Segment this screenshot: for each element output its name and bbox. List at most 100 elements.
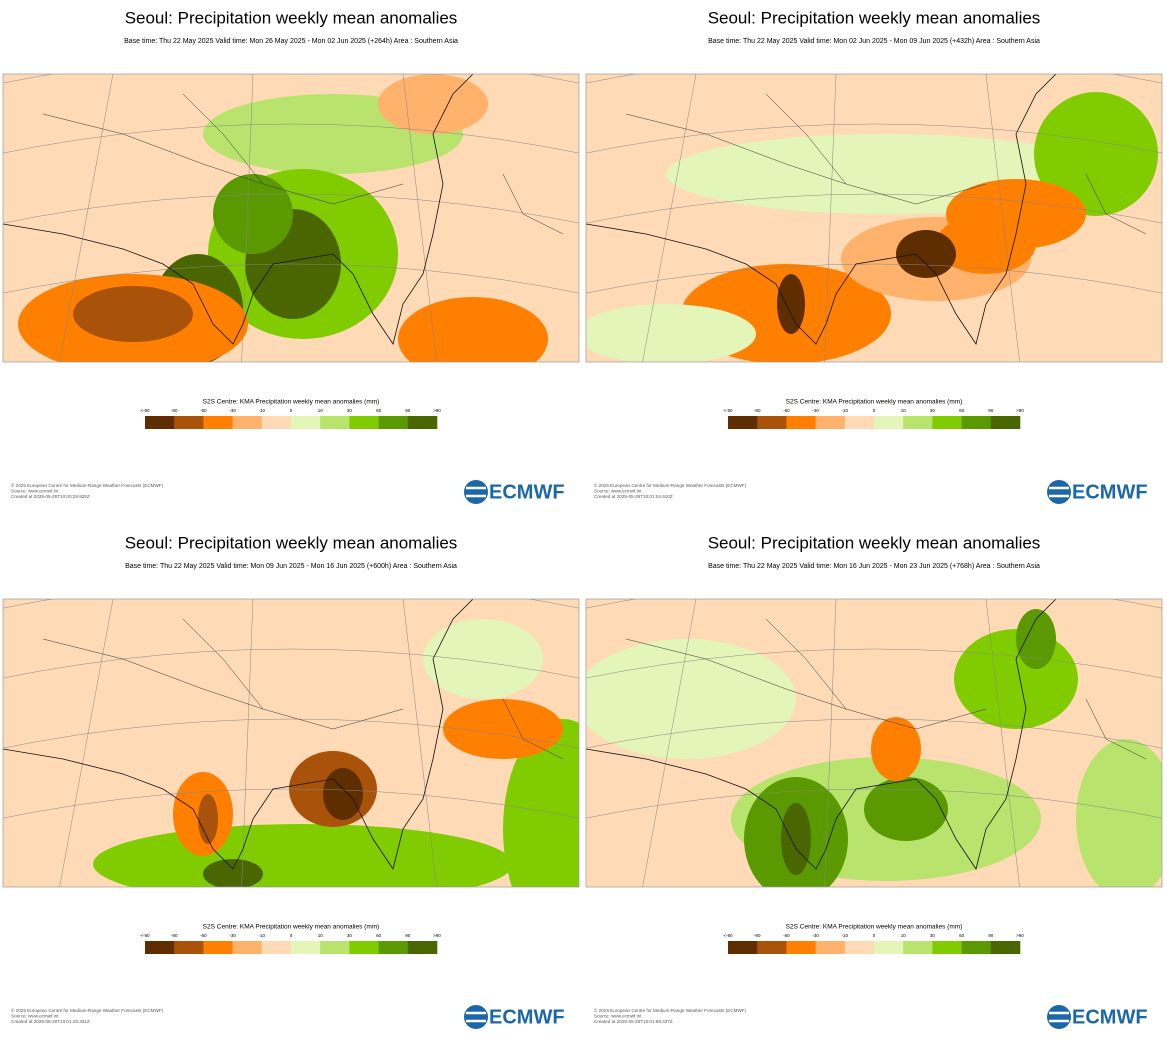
anomaly-area bbox=[323, 768, 363, 820]
graticule bbox=[642, 74, 697, 362]
colorbar-label: 90 bbox=[405, 408, 411, 413]
colorbar-swatch bbox=[757, 941, 787, 954]
map-frame bbox=[2, 598, 580, 888]
colorbar-swatch bbox=[407, 941, 438, 954]
graticule bbox=[586, 263, 1162, 294]
colorbar-label: 60 bbox=[959, 408, 965, 413]
panel-canvas: Seoul: Precipitation weekly mean anomali… bbox=[2, 8, 580, 504]
map-frame bbox=[2, 73, 580, 363]
colorbar-label: -30 bbox=[812, 408, 819, 413]
colorbar-swatch bbox=[757, 416, 787, 429]
footer-line: Created at 2025-05-28T10:01:04.910Z bbox=[594, 494, 673, 499]
graticule bbox=[642, 599, 697, 887]
footer-line: Source: www.ecmwf.int bbox=[594, 1014, 642, 1019]
colorbar-swatch bbox=[174, 941, 204, 954]
subtitle: Base time: Thu 22 May 2025 Valid time: M… bbox=[708, 563, 1040, 570]
colorbar-label: 60 bbox=[959, 933, 965, 938]
colorbar-swatch bbox=[990, 941, 1021, 954]
colorbar-label: >90 bbox=[433, 933, 441, 938]
colorbar-swatch bbox=[961, 941, 992, 954]
coastline bbox=[586, 599, 1057, 870]
logo-icon bbox=[464, 1005, 488, 1029]
colorbar-swatch bbox=[378, 941, 409, 954]
colorbar-label: -30 bbox=[229, 408, 236, 413]
colorbar-swatch bbox=[903, 941, 933, 954]
colorbar-label: 30 bbox=[930, 933, 936, 938]
colorbar-swatch bbox=[203, 941, 233, 954]
footer-line: Created at 2025-05-28T10:01:59.437Z bbox=[594, 1019, 673, 1024]
colorbar-swatch bbox=[903, 416, 933, 429]
logo-icon bbox=[1047, 480, 1071, 504]
title: Seoul: Precipitation weekly mean anomali… bbox=[708, 533, 1041, 552]
colorbar-label: -90 bbox=[171, 408, 178, 413]
colorbar-swatch bbox=[844, 941, 875, 954]
anomaly-area bbox=[398, 297, 548, 362]
colorbar-swatch bbox=[932, 941, 962, 954]
colorbar-label: -90 bbox=[754, 408, 761, 413]
anomaly-area bbox=[423, 619, 543, 699]
colorbar-label: 90 bbox=[988, 933, 994, 938]
graticule bbox=[824, 74, 837, 362]
graticule bbox=[586, 599, 1162, 609]
logo-icon-stripe bbox=[1049, 486, 1069, 498]
map bbox=[586, 74, 1162, 362]
title: Seoul: Precipitation weekly mean anomali… bbox=[125, 8, 458, 27]
colorbar-label: -10 bbox=[842, 933, 849, 938]
graticule bbox=[59, 599, 114, 887]
colorbar-swatch bbox=[261, 416, 292, 429]
colorbar-swatch bbox=[261, 941, 292, 954]
colorbar-label: 0 bbox=[290, 933, 293, 938]
colorbar-label: >90 bbox=[433, 408, 441, 413]
colorbar-label: 30 bbox=[930, 408, 936, 413]
anomaly-area bbox=[1034, 92, 1158, 216]
logo-icon-stripe bbox=[1049, 1011, 1069, 1023]
colorbar-swatch bbox=[145, 416, 175, 429]
colorbar-label: -60 bbox=[783, 933, 790, 938]
graticule bbox=[985, 74, 1020, 362]
graticule bbox=[3, 123, 579, 154]
graticule bbox=[3, 648, 579, 679]
colorbar-swatch bbox=[990, 416, 1021, 429]
colorbar-swatch bbox=[874, 941, 904, 954]
logo-icon bbox=[1047, 1005, 1071, 1029]
graticule bbox=[241, 599, 254, 887]
colorbar-swatch bbox=[349, 416, 379, 429]
logo-icon bbox=[464, 480, 488, 504]
borders bbox=[42, 93, 564, 235]
colorbar-title: S2S Centre: KMA Precipitation weekly mea… bbox=[203, 924, 380, 931]
colorbar-label: -60 bbox=[200, 408, 207, 413]
footer-line: © 2025 European Centre for Medium-Range … bbox=[11, 482, 164, 488]
map bbox=[3, 74, 579, 362]
colorbar-swatch bbox=[786, 416, 816, 429]
graticule bbox=[59, 74, 114, 362]
graticule bbox=[586, 74, 1162, 84]
colorbar-swatch bbox=[874, 416, 904, 429]
footer-line: © 2025 European Centre for Medium-Range … bbox=[11, 1007, 164, 1013]
anomaly-area bbox=[896, 230, 956, 278]
footer-line: Source: www.ecmwf.int bbox=[11, 489, 59, 494]
subtitle: Base time: Thu 22 May 2025 Valid time: M… bbox=[708, 38, 1040, 45]
logo: ECMWF bbox=[489, 481, 565, 503]
colorbar-swatch bbox=[349, 941, 379, 954]
title: Seoul: Precipitation weekly mean anomali… bbox=[708, 8, 1041, 27]
logo-icon-stripe bbox=[466, 486, 486, 498]
borders bbox=[42, 618, 564, 760]
colorbar-label: 30 bbox=[347, 408, 353, 413]
colorbar-swatch bbox=[320, 941, 350, 954]
coastline bbox=[3, 74, 474, 345]
colorbar-swatch bbox=[232, 941, 263, 954]
colorbar-swatch bbox=[291, 416, 321, 429]
colorbar-label: 0 bbox=[290, 408, 293, 413]
colorbar-swatch bbox=[815, 416, 846, 429]
colorbar-label: 10 bbox=[901, 933, 907, 938]
colorbar-swatch bbox=[786, 941, 816, 954]
graticule bbox=[3, 193, 579, 224]
footer-line: Created at 2025-05-28T10:01:28.331Z bbox=[11, 1019, 90, 1024]
panel-canvas: Seoul: Precipitation weekly mean anomali… bbox=[2, 533, 580, 1029]
subtitle: Base time: Thu 22 May 2025 Valid time: M… bbox=[124, 38, 458, 45]
colorbar-label: -60 bbox=[200, 933, 207, 938]
map bbox=[3, 599, 579, 887]
anomaly-area bbox=[946, 179, 1086, 249]
colorbar-swatch bbox=[378, 416, 409, 429]
panel: Seoul: Precipitation weekly mean anomali… bbox=[583, 525, 1166, 1050]
